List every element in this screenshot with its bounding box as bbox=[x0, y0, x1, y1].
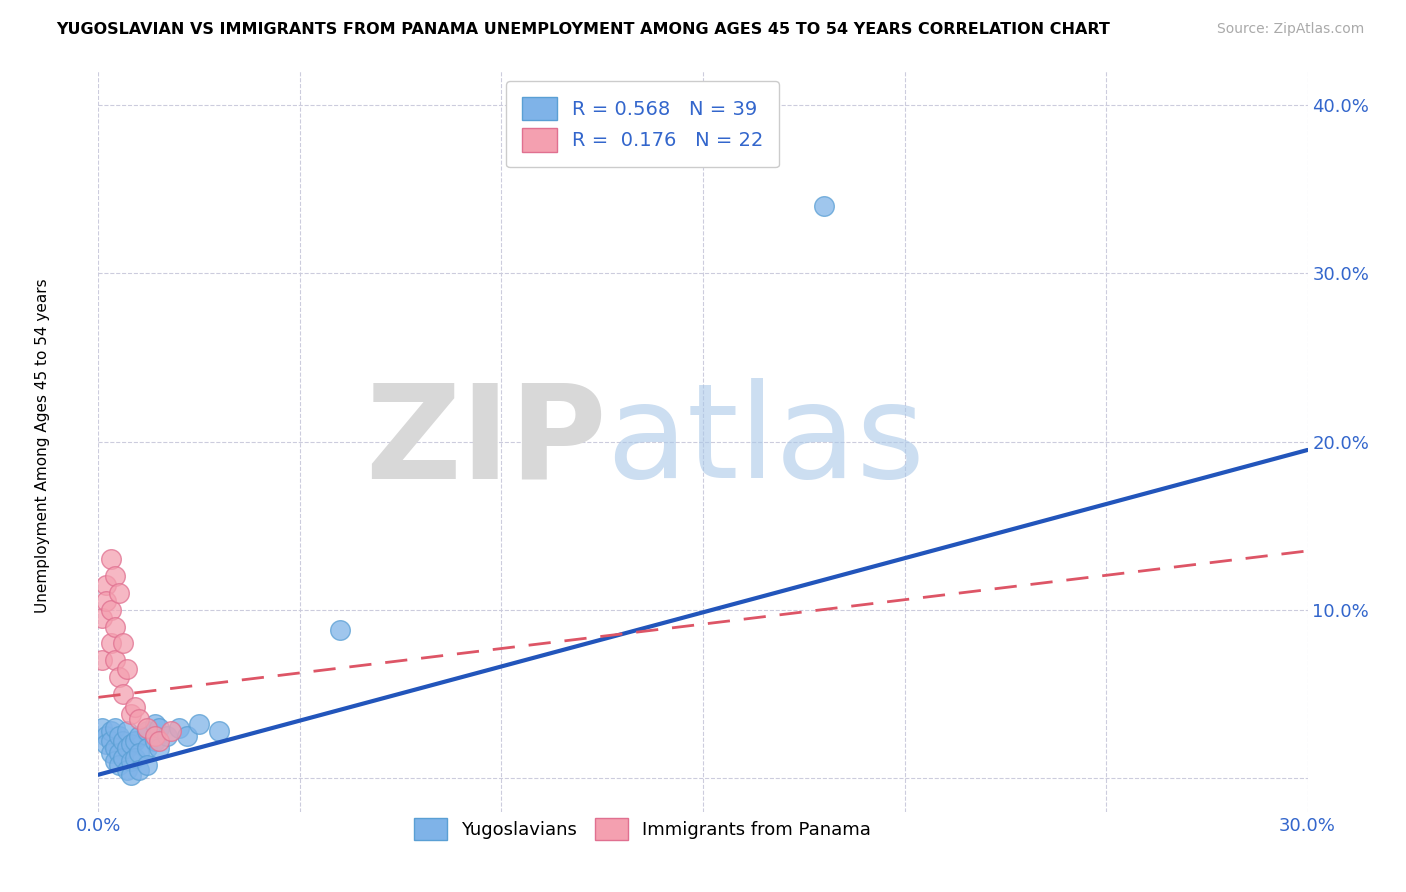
Point bbox=[160, 723, 183, 738]
Point bbox=[176, 729, 198, 743]
Point bbox=[103, 754, 125, 768]
Point bbox=[91, 611, 114, 625]
Point bbox=[208, 723, 231, 738]
Legend: Yugoslavians, Immigrants from Panama: Yugoslavians, Immigrants from Panama bbox=[399, 804, 886, 855]
Point bbox=[128, 763, 150, 777]
Point bbox=[128, 712, 150, 726]
Point bbox=[115, 723, 138, 738]
Point bbox=[111, 734, 134, 748]
Point bbox=[148, 734, 170, 748]
Point bbox=[100, 552, 122, 566]
Point bbox=[148, 721, 170, 735]
Point bbox=[120, 754, 142, 768]
Point bbox=[100, 603, 122, 617]
Point bbox=[107, 746, 129, 760]
Point bbox=[115, 763, 138, 777]
Text: atlas: atlas bbox=[606, 378, 925, 505]
Point bbox=[107, 729, 129, 743]
Point bbox=[103, 721, 125, 735]
Point bbox=[91, 721, 114, 735]
Point bbox=[103, 740, 125, 755]
Point bbox=[100, 746, 122, 760]
Point bbox=[148, 740, 170, 755]
Text: ZIP: ZIP bbox=[364, 378, 606, 505]
Point bbox=[813, 199, 835, 213]
Point bbox=[128, 746, 150, 760]
Point bbox=[103, 569, 125, 583]
Point bbox=[103, 653, 125, 667]
Point bbox=[91, 653, 114, 667]
Point bbox=[107, 586, 129, 600]
Point bbox=[135, 723, 157, 738]
Point bbox=[135, 721, 157, 735]
Text: Source: ZipAtlas.com: Source: ZipAtlas.com bbox=[1216, 22, 1364, 37]
Point bbox=[107, 757, 129, 772]
Point bbox=[111, 687, 134, 701]
Point bbox=[96, 729, 118, 743]
Point bbox=[156, 729, 179, 743]
Text: YUGOSLAVIAN VS IMMIGRANTS FROM PANAMA UNEMPLOYMENT AMONG AGES 45 TO 54 YEARS COR: YUGOSLAVIAN VS IMMIGRANTS FROM PANAMA UN… bbox=[56, 22, 1111, 37]
Point bbox=[188, 717, 211, 731]
Point bbox=[100, 734, 122, 748]
Point bbox=[103, 619, 125, 633]
Point bbox=[124, 700, 146, 714]
Point bbox=[100, 723, 122, 738]
Point bbox=[120, 738, 142, 752]
Point bbox=[135, 740, 157, 755]
Point bbox=[115, 740, 138, 755]
Point bbox=[143, 734, 166, 748]
Point bbox=[120, 707, 142, 722]
Point bbox=[111, 636, 134, 650]
Point bbox=[111, 751, 134, 765]
Point bbox=[135, 757, 157, 772]
Point bbox=[124, 751, 146, 765]
Point bbox=[115, 662, 138, 676]
Point bbox=[124, 734, 146, 748]
Text: Unemployment Among Ages 45 to 54 years: Unemployment Among Ages 45 to 54 years bbox=[35, 278, 49, 614]
Point bbox=[100, 636, 122, 650]
Point bbox=[96, 738, 118, 752]
Point bbox=[107, 670, 129, 684]
Point bbox=[120, 767, 142, 781]
Point bbox=[329, 623, 352, 637]
Point bbox=[143, 729, 166, 743]
Point bbox=[128, 729, 150, 743]
Point bbox=[143, 717, 166, 731]
Point bbox=[96, 594, 118, 608]
Point bbox=[96, 577, 118, 591]
Point bbox=[167, 721, 190, 735]
